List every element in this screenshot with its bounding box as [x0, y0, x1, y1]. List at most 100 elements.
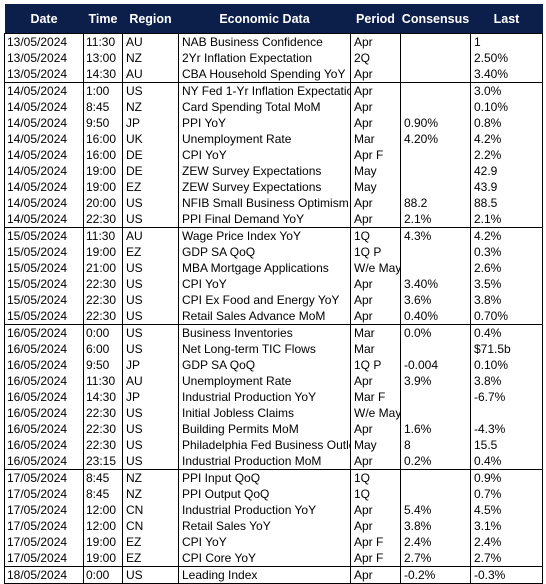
cell-date: 15/05/2024 [4, 292, 84, 308]
cell-data: CPI Ex Food and Energy YoY [178, 292, 351, 308]
table-row: 16/05/2024 22:30 US Building Permits MoM Apr… [4, 421, 543, 437]
cell-date: 16/05/2024 [4, 341, 84, 357]
cell-consensus: 0.0% [400, 324, 471, 341]
cell-region: CN [122, 502, 179, 518]
cell-last: 2.6% [470, 260, 543, 276]
cell-consensus [400, 260, 471, 276]
cell-last: 0.10% [470, 357, 543, 373]
cell-last: 0.4% [470, 324, 543, 341]
cell-time: 0:00 [83, 324, 123, 341]
table-row: 14/05/2024 16:00 DE CPI YoY Apr F 2.2% [4, 147, 543, 163]
cell-time: 22:30 [83, 276, 123, 292]
cell-last: 4.5% [470, 502, 543, 518]
cell-date: 14/05/2024 [4, 115, 84, 131]
cell-data: Net Long-term TIC Flows [178, 341, 351, 357]
cell-time: 16:00 [83, 147, 123, 163]
cell-time: 11:30 [83, 33, 123, 50]
cell-consensus [400, 405, 471, 421]
cell-period: Apr [350, 33, 401, 50]
cell-last: 2.4% [470, 534, 543, 550]
cell-consensus: 4.3% [400, 227, 471, 244]
table-row: 16/05/2024 14:30 JP Industrial Production Y… [4, 389, 543, 405]
cell-period: Apr F [350, 147, 401, 163]
cell-data: Card Spending Total MoM [178, 99, 351, 115]
header-economic-data: Economic Data [178, 4, 351, 34]
cell-last [470, 405, 543, 421]
cell-consensus: 1.6% [400, 421, 471, 437]
cell-consensus [400, 486, 471, 502]
cell-time: 6:00 [83, 341, 123, 357]
cell-consensus: 0.40% [400, 308, 471, 325]
cell-period: Apr [350, 421, 401, 437]
cell-last: 4.2% [470, 227, 543, 244]
cell-period: Apr [350, 115, 401, 131]
cell-region: US [122, 405, 179, 421]
table-row: 14/05/2024 22:30 US PPI Final Demand YoY Apr… [4, 211, 543, 228]
cell-data: CPI YoY [178, 147, 351, 163]
cell-last: 42.9 [470, 163, 543, 179]
header-row: Date Time Region Economic Data Period Co… [4, 4, 543, 34]
cell-data: MBA Mortgage Applications [178, 260, 351, 276]
cell-consensus [400, 147, 471, 163]
cell-data: Retail Sales Advance MoM [178, 308, 351, 325]
cell-time: 22:30 [83, 405, 123, 421]
cell-date: 16/05/2024 [4, 405, 84, 421]
cell-period: 1Q [350, 486, 401, 502]
header-period: Period [350, 4, 401, 34]
cell-consensus: 88.2 [400, 195, 471, 211]
cell-time: 9:50 [83, 115, 123, 131]
cell-period: W/e May 10 [350, 260, 401, 276]
table-row: 17/05/2024 8:45 NZ PPI Output QoQ 1Q 0.7% [4, 486, 543, 502]
cell-time: 22:30 [83, 437, 123, 453]
cell-date: 14/05/2024 [4, 99, 84, 115]
cell-region: US [122, 260, 179, 276]
cell-data: PPI Final Demand YoY [178, 211, 351, 228]
cell-time: 16:00 [83, 131, 123, 147]
cell-period: 1Q [350, 469, 401, 486]
cell-last: 0.7% [470, 486, 543, 502]
cell-date: 17/05/2024 [4, 486, 84, 502]
cell-data: Wage Price Index YoY [178, 227, 351, 244]
cell-period: May [350, 163, 401, 179]
economic-data-table: Date Time Region Economic Data Period Co… [4, 4, 543, 584]
cell-last: -0.3% [470, 566, 543, 584]
cell-last: 2.7% [470, 550, 543, 567]
cell-region: US [122, 276, 179, 292]
cell-period: Mar [350, 131, 401, 147]
cell-period: Apr [350, 502, 401, 518]
cell-data: PPI YoY [178, 115, 351, 131]
cell-last: 0.4% [470, 453, 543, 470]
cell-data: NY Fed 1-Yr Inflation Expectatio [178, 82, 351, 99]
cell-period: Apr [350, 211, 401, 228]
cell-region: US [122, 308, 179, 325]
cell-data: Industrial Production YoY [178, 389, 351, 405]
cell-last: 0.70% [470, 308, 543, 325]
cell-date: 17/05/2024 [4, 518, 84, 534]
cell-time: 19:00 [83, 179, 123, 195]
cell-region: AU [122, 227, 179, 244]
table-row: 16/05/2024 22:30 US Philadelphia Fed Busine… [4, 437, 543, 453]
cell-time: 0:00 [83, 566, 123, 584]
table-row: 17/05/2024 19:00 EZ CPI Core YoY Apr F 2.7% 2.… [4, 550, 543, 567]
cell-last: $71.5b [470, 341, 543, 357]
cell-consensus [400, 99, 471, 115]
table-row: 14/05/2024 19:00 EZ ZEW Survey Expectations… [4, 179, 543, 195]
cell-consensus [400, 82, 471, 99]
cell-date: 14/05/2024 [4, 179, 84, 195]
table-row: 15/05/2024 11:30 AU Wage Price Index YoY 1Q 4… [4, 227, 543, 244]
table-row: 15/05/2024 22:30 US Retail Sales Advance Mo… [4, 308, 543, 325]
cell-time: 8:45 [83, 486, 123, 502]
cell-data: Industrial Production MoM [178, 453, 351, 470]
cell-region: US [122, 292, 179, 308]
cell-region: EZ [122, 244, 179, 260]
cell-data: PPI Output QoQ [178, 486, 351, 502]
cell-region: US [122, 421, 179, 437]
cell-time: 22:30 [83, 211, 123, 228]
table-row: 13/05/2024 13:00 NZ 2Yr Inflation Expectati… [4, 50, 543, 66]
table-row: 16/05/2024 6:00 US Net Long-term TIC Flows M… [4, 341, 543, 357]
cell-region: EZ [122, 534, 179, 550]
cell-date: 15/05/2024 [4, 227, 84, 244]
cell-consensus [400, 341, 471, 357]
cell-period: Apr [350, 82, 401, 99]
cell-region: UK [122, 131, 179, 147]
